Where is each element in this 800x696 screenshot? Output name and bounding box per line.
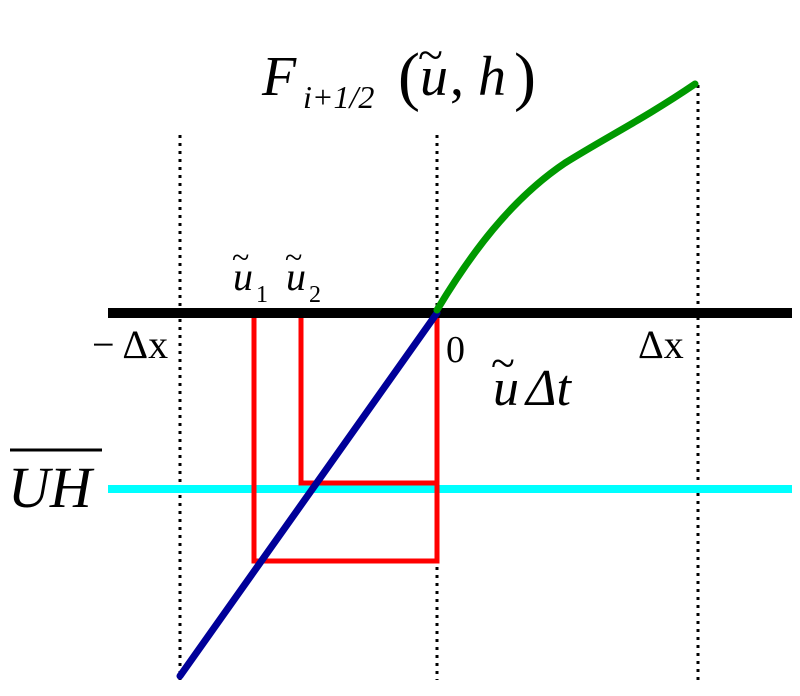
u1-sub: 1 <box>256 282 268 308</box>
u-tilde-labels: u ~ 1 u ~ 2 <box>232 239 321 308</box>
title-h: h <box>478 46 506 108</box>
title-formula: F i+1/2 ( u ~ , h ) <box>261 29 536 115</box>
title-open-paren: ( <box>398 40 420 113</box>
u2-sub: 2 <box>309 282 321 308</box>
uh-text: UH <box>8 455 95 520</box>
title-comma: , <box>450 46 464 108</box>
blue-curve <box>176 309 441 680</box>
title-u-tilde: ~ <box>418 29 443 80</box>
u2-u: u <box>286 254 306 299</box>
title-subscript: i+1/2 <box>303 79 374 115</box>
red-rectangles <box>251 318 440 564</box>
udt-tilde: ~ <box>491 339 515 388</box>
title-F: F <box>261 46 297 108</box>
udt-u: u <box>493 360 519 417</box>
u1-u: u <box>233 254 253 299</box>
title-close-paren: ) <box>514 40 536 113</box>
green-curve <box>433 80 699 314</box>
axis-labels: − Δx 0 Δx <box>92 322 684 371</box>
rect-u2 <box>298 318 437 486</box>
u1-tilde: ~ <box>232 239 249 275</box>
label-minus-dx: − Δx <box>92 322 168 367</box>
label-zero: 0 <box>446 329 465 371</box>
udt-rest: Δt <box>524 360 573 417</box>
label-dx: Δx <box>638 322 684 367</box>
u2-tilde: ~ <box>285 239 302 275</box>
u-delta-t-label: u ~ Δt <box>491 339 573 417</box>
rect-u1 <box>251 318 440 564</box>
title-u: u <box>420 46 448 108</box>
uh-label: UH <box>8 448 102 520</box>
